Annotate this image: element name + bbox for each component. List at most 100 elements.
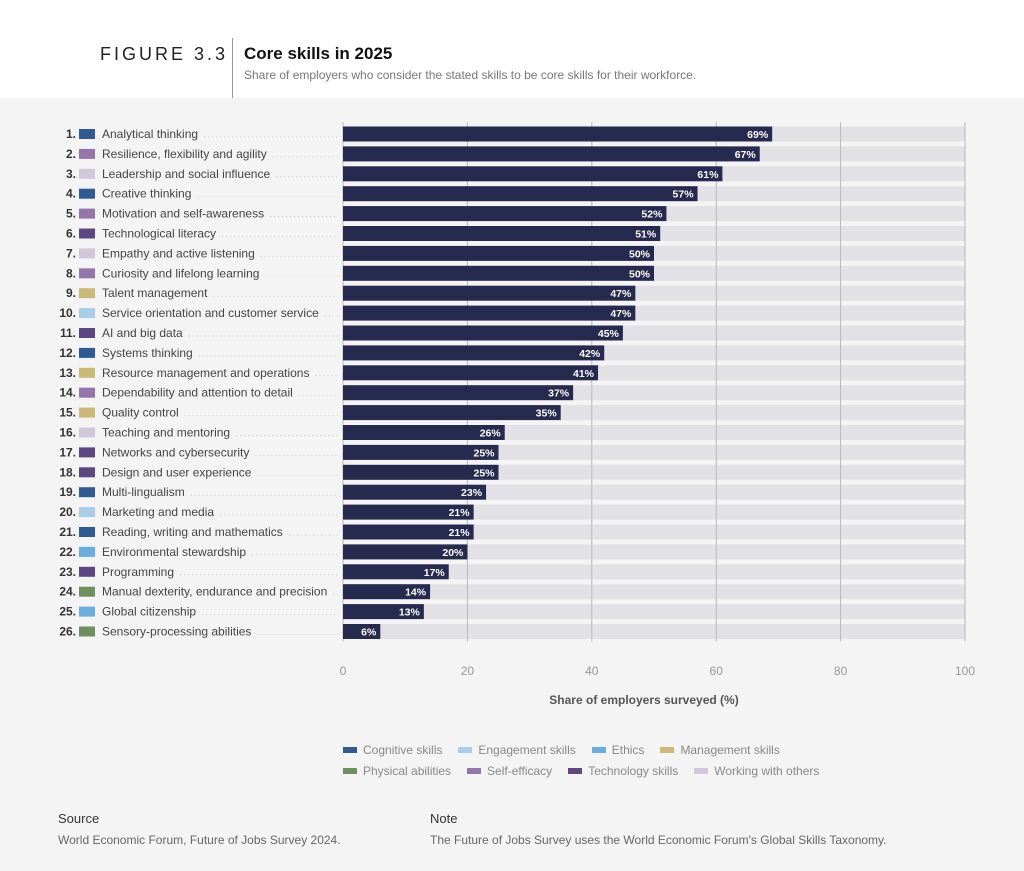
chart-title: Core skills in 2025 xyxy=(244,44,393,63)
skill-label: Environmental stewardship xyxy=(102,545,246,559)
bar-value-label: 35% xyxy=(536,408,558,420)
bar xyxy=(343,285,636,301)
skill-label: Talent management xyxy=(102,286,208,300)
x-tick-label: 100 xyxy=(955,664,975,678)
bar-track xyxy=(343,584,965,600)
bar-value-label: 69% xyxy=(747,129,769,141)
category-swatch xyxy=(79,148,95,159)
skill-label: Networks and cybersecurity xyxy=(102,445,249,459)
rank-label: 26. xyxy=(59,625,76,639)
skill-label: Service orientation and customer service xyxy=(102,306,319,320)
bar-value-label: 50% xyxy=(629,248,651,260)
bar xyxy=(343,584,431,600)
category-swatch xyxy=(79,208,95,219)
bar-value-label: 41% xyxy=(573,368,595,380)
x-tick-label: 20 xyxy=(461,664,475,678)
legend-label: Ethics xyxy=(611,743,645,757)
rank-label: 8. xyxy=(66,266,76,280)
skill-label: Design and user experience xyxy=(102,465,252,479)
category-swatch xyxy=(79,546,95,557)
x-tick-label: 60 xyxy=(710,664,724,678)
legend-label: Physical abilities xyxy=(363,764,452,778)
x-tick-label: 40 xyxy=(585,664,599,678)
category-swatch xyxy=(79,367,95,378)
bar-value-label: 25% xyxy=(473,447,495,459)
bar xyxy=(343,146,760,162)
legend-label: Management skills xyxy=(680,743,780,757)
rank-label: 11. xyxy=(60,326,76,340)
legend: Cognitive skills Engagement skills Ethics M… xyxy=(343,743,819,785)
category-swatch xyxy=(79,626,95,637)
skill-label: Teaching and mentoring xyxy=(102,426,230,440)
bar-track xyxy=(343,544,965,560)
category-swatch xyxy=(79,228,95,239)
bar-track xyxy=(343,604,965,620)
rank-label: 7. xyxy=(66,246,76,260)
legend-label: Engagement skills xyxy=(478,743,576,757)
rank-label: 2. xyxy=(66,147,76,161)
bar xyxy=(343,385,574,401)
category-swatch xyxy=(79,347,95,358)
skill-label: Quality control xyxy=(102,406,179,420)
header-divider xyxy=(232,38,233,98)
bar xyxy=(343,524,474,540)
rank-label: 13. xyxy=(59,366,76,380)
x-tick-label: 80 xyxy=(834,664,848,678)
legend-item: Engagement skills xyxy=(458,743,576,757)
skill-label: Resource management and operations xyxy=(102,366,309,380)
legend-swatch xyxy=(343,768,357,774)
skill-label: Multi-lingualism xyxy=(102,485,185,499)
rank-label: 6. xyxy=(66,227,76,241)
skill-label: Sensory-processing abilities xyxy=(102,625,251,639)
figure-label: FIGURE 3.3 xyxy=(100,44,229,64)
bar-value-label: 47% xyxy=(610,308,632,320)
bar xyxy=(343,624,381,639)
bar xyxy=(343,464,499,480)
bar xyxy=(343,186,698,202)
x-axis-title: Share of employers surveyed (%) xyxy=(549,693,738,707)
rank-label: 1. xyxy=(66,127,76,141)
source-text: World Economic Forum, Future of Jobs Sur… xyxy=(58,833,341,847)
skill-label: Programming xyxy=(102,565,174,579)
skill-label: Empathy and active listening xyxy=(102,246,255,260)
legend-swatch xyxy=(458,747,473,753)
category-swatch xyxy=(79,427,95,438)
bar-value-label: 61% xyxy=(697,169,719,181)
skill-label: Resilience, flexibility and agility xyxy=(102,147,267,161)
category-swatch xyxy=(79,407,95,418)
note-heading: Note xyxy=(430,811,458,826)
skill-label: Marketing and media xyxy=(102,505,214,519)
category-swatch xyxy=(79,248,95,259)
skill-label: Manual dexterity, endurance and precisio… xyxy=(102,585,327,599)
bar xyxy=(343,484,487,500)
skill-label: Analytical thinking xyxy=(102,127,198,141)
legend-swatch xyxy=(694,768,709,774)
bar-value-label: 21% xyxy=(449,507,471,519)
skill-label: AI and big data xyxy=(102,326,183,340)
rank-label: 20. xyxy=(59,505,76,519)
bar xyxy=(343,365,599,381)
legend-swatch xyxy=(343,747,357,753)
category-swatch xyxy=(79,308,95,319)
bar-value-label: 37% xyxy=(548,388,570,400)
category-swatch xyxy=(79,467,95,478)
bar-value-label: 47% xyxy=(610,288,632,300)
rank-label: 19. xyxy=(59,485,76,499)
bar-value-label: 14% xyxy=(405,587,427,599)
legend-item: Working with others xyxy=(694,764,819,778)
bar xyxy=(343,345,605,361)
bar xyxy=(343,245,654,261)
legend-label: Cognitive skills xyxy=(363,743,443,757)
legend-swatch xyxy=(660,747,675,753)
legend-item: Self-efficacy xyxy=(467,764,552,778)
note-text: The Future of Jobs Survey uses the World… xyxy=(430,833,887,847)
source-heading: Source xyxy=(58,811,100,826)
bar xyxy=(343,265,654,281)
skill-label: Motivation and self-awareness xyxy=(102,207,264,221)
category-swatch xyxy=(79,527,95,537)
bar xyxy=(343,544,468,560)
bar-chart: 0 20 40 60 80 100 1. Analytical thinking 69% 2. Re… xyxy=(59,122,975,707)
legend-item: Physical abilities xyxy=(343,764,451,778)
rank-label: 5. xyxy=(66,207,76,221)
bar-track xyxy=(343,624,965,639)
